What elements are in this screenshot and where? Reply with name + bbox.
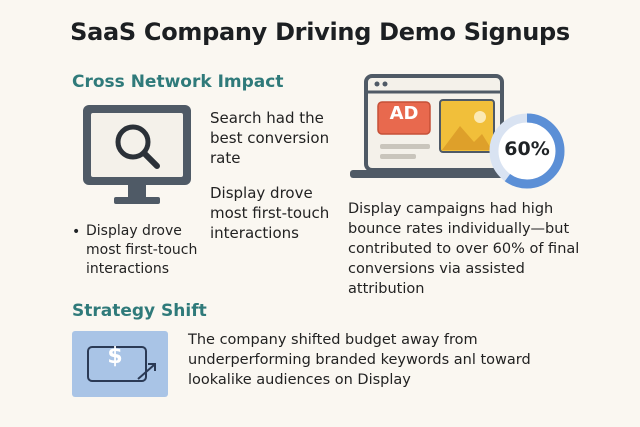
percent-label: 60% [504,138,550,160]
bullet-dot: • [72,224,81,240]
monitor-search-icon [80,102,195,208]
laptop-ad-icon [350,72,520,182]
bullet-display-first-touch: Display drove most first-touch interacti… [86,223,198,277]
display-first-touch-text: Display drove most first-touch interacti… [210,184,330,242]
ad-label: AD [389,103,419,124]
display-bounce-description: Display campaigns had high bounce rates … [348,201,580,297]
section-heading-cross-network: Cross Network Impact [72,72,284,92]
page-title: SaaS Company Driving Demo Signups [70,18,570,46]
strategy-shift-text: The company shifted budget away from und… [188,332,531,388]
section-heading-strategy: Strategy Shift [72,301,207,321]
money-transfer-icon [72,331,168,397]
dollar-sign: $ [107,344,123,369]
search-conversion-text: Search had the best conversion rate [210,109,330,167]
percent-ring [486,110,568,192]
